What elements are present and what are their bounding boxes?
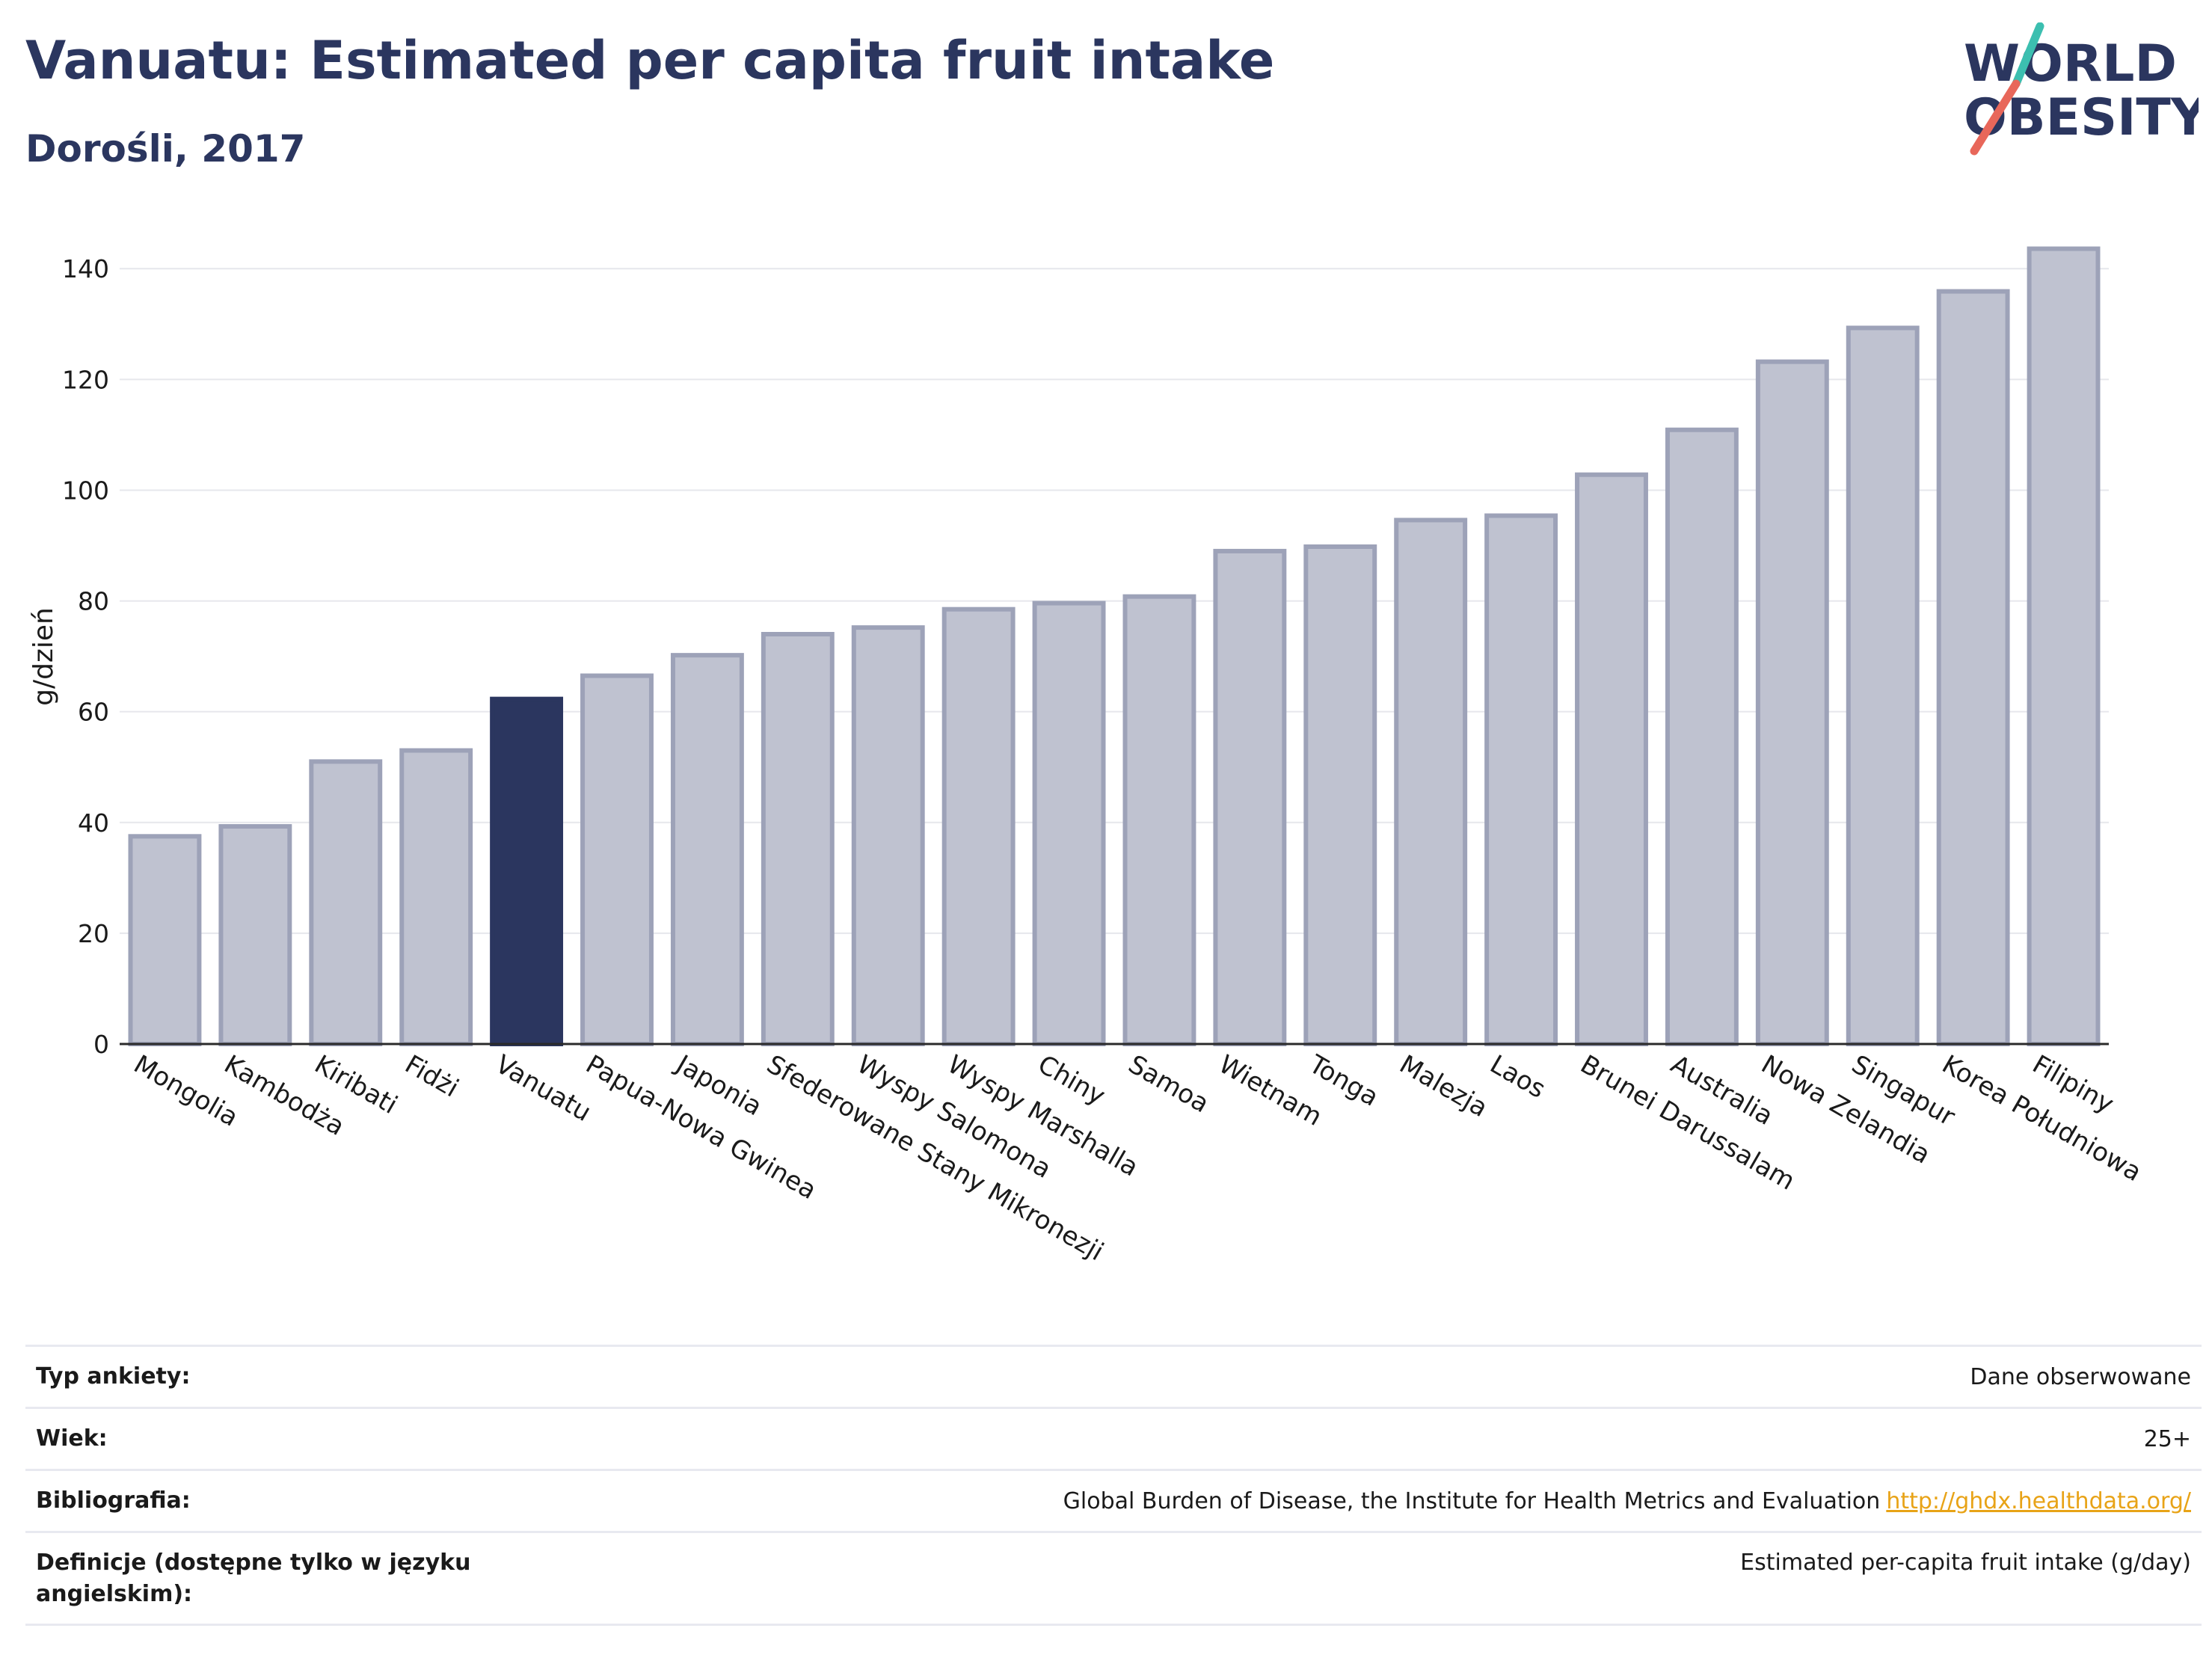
bar[interactable] — [941, 607, 1016, 1046]
meta-key: Bibliografia: — [36, 1487, 191, 1514]
page-subtitle: Dorośli, 2017 — [25, 127, 306, 171]
bar[interactable] — [670, 653, 744, 1046]
bar[interactable] — [1575, 472, 1648, 1046]
y-tick-label: 80 — [78, 587, 109, 616]
x-tick-label: Malezja — [1395, 1049, 1493, 1123]
meta-value: Global Burden of Disease, the Institute … — [510, 1470, 2202, 1532]
y-axis-ticks: 0 20 40 60 80 100 120 140 — [62, 254, 109, 1059]
bar[interactable] — [128, 834, 202, 1046]
world-obesity-logo[interactable]: WORLD OBESITY — [1952, 22, 2199, 157]
meta-value: Estimated per-capita fruit intake (g/day… — [1740, 1550, 2191, 1576]
bar[interactable] — [1665, 427, 1739, 1046]
bar[interactable] — [1303, 544, 1377, 1046]
x-tick-label: Samoa — [1123, 1049, 1214, 1119]
meta-value: Dane obserwowane — [1970, 1363, 2191, 1390]
y-axis-label: g/dzień — [28, 607, 59, 706]
meta-key: Definicje (dostępne tylko w języku angie… — [36, 1549, 471, 1607]
meta-key: Typ ankiety: — [36, 1363, 191, 1390]
x-tick-label: Vanuatu — [491, 1049, 596, 1128]
bibliography-link[interactable]: http://ghdx.healthdata.org/ — [1886, 1487, 2191, 1514]
bar[interactable] — [761, 632, 835, 1046]
bar-highlighted[interactable] — [490, 696, 564, 1046]
y-tick-label: 120 — [62, 365, 109, 394]
metadata-table: Typ ankiety: Dane obserwowane Wiek: 25+ … — [25, 1345, 2202, 1626]
meta-row-age: Wiek: 25+ — [25, 1407, 2202, 1470]
meta-row-bibliography: Bibliografia: Global Burden of Disease, … — [25, 1470, 2202, 1532]
y-tick-label: 140 — [62, 254, 109, 283]
meta-key: Wiek: — [36, 1425, 108, 1452]
bar[interactable] — [309, 759, 383, 1047]
y-tick-label: 60 — [78, 698, 109, 727]
meta-row-survey-type: Typ ankiety: Dane obserwowane — [25, 1345, 2202, 1408]
bar[interactable] — [1122, 594, 1196, 1046]
bar[interactable] — [1846, 325, 1920, 1046]
y-tick-label: 40 — [78, 808, 109, 838]
x-tick-label: Laos — [1485, 1049, 1551, 1105]
logo-slash-bottom — [1970, 79, 2021, 156]
x-tick-label: Wietnam — [1214, 1049, 1327, 1132]
y-tick-label: 20 — [78, 919, 109, 948]
bar[interactable] — [1936, 289, 2010, 1046]
meta-row-definitions: Definicje (dostępne tylko w języku angie… — [25, 1532, 2202, 1625]
logo-line1: WORLD — [1964, 34, 2177, 93]
bibliography-text: Global Burden of Disease, the Institute … — [1063, 1487, 1881, 1514]
bar[interactable] — [851, 625, 925, 1046]
bar[interactable] — [218, 823, 292, 1046]
bar[interactable] — [1394, 518, 1468, 1046]
bars — [128, 246, 2101, 1047]
bar[interactable] — [580, 673, 654, 1046]
bar[interactable] — [399, 748, 473, 1046]
bar[interactable] — [2027, 246, 2101, 1047]
bar[interactable] — [1484, 513, 1558, 1046]
page-title: Vanuatu: Estimated per capita fruit inta… — [25, 30, 1275, 91]
y-tick-label: 0 — [93, 1030, 109, 1059]
bar[interactable] — [1755, 359, 1829, 1046]
bar[interactable] — [1032, 601, 1106, 1046]
bar[interactable] — [1213, 548, 1287, 1046]
x-tick-label: Fidżi — [400, 1049, 464, 1103]
meta-value: 25+ — [2143, 1425, 2191, 1452]
logo-slash-top — [2012, 22, 2044, 88]
y-tick-label: 100 — [62, 476, 109, 505]
